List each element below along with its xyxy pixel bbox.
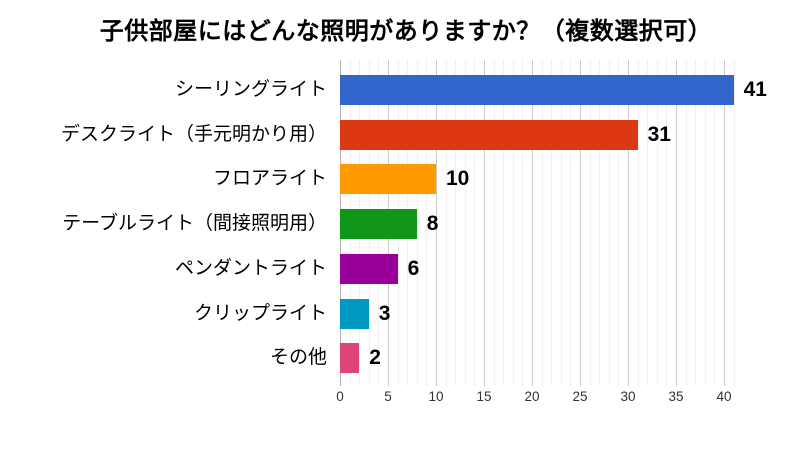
value-label: 2 — [369, 346, 381, 370]
gridline-minor — [560, 60, 562, 386]
gridline-major — [628, 60, 629, 386]
value-label: 10 — [446, 167, 470, 191]
x-axis-tick-label: 5 — [384, 389, 392, 404]
gridline-major — [436, 60, 437, 386]
gridline-minor — [695, 60, 697, 386]
gridline-major — [580, 60, 581, 386]
gridline-minor — [455, 60, 457, 386]
x-axis-tick-label: 15 — [476, 389, 492, 404]
x-axis-tick-label: 20 — [524, 389, 540, 404]
gridline-minor — [656, 60, 658, 386]
bar — [340, 164, 436, 195]
category-label: デスクライト（手元明かり用） — [60, 123, 327, 145]
gridline-minor — [589, 60, 591, 386]
category-label: その他 — [269, 347, 327, 369]
bar — [340, 75, 734, 105]
gridline-minor — [445, 60, 447, 386]
gridline-minor — [426, 60, 428, 386]
category-label: フロアライト — [212, 168, 327, 190]
x-axis-tick-label: 25 — [572, 389, 588, 404]
bar — [340, 253, 398, 284]
value-label: 41 — [743, 78, 767, 101]
gridline-minor — [474, 60, 476, 386]
gridline-minor — [551, 60, 553, 386]
gridline-minor — [493, 60, 495, 386]
gridline-minor — [570, 60, 572, 386]
x-axis-tick-label: 10 — [428, 389, 444, 404]
gridline-minor — [704, 60, 706, 386]
gridline-minor — [618, 60, 620, 386]
gridline-minor — [666, 60, 668, 386]
gridline-minor — [608, 60, 610, 386]
value-label: 6 — [407, 256, 420, 280]
gridline-minor — [647, 60, 649, 386]
value-label: 31 — [647, 122, 671, 146]
gridline-minor — [714, 60, 716, 386]
x-axis-tick-label: 0 — [336, 389, 344, 404]
category-label: テーブルライト（間接照明用） — [62, 213, 327, 235]
bar — [340, 343, 360, 374]
gridline-minor — [464, 60, 466, 386]
gridline-minor — [522, 60, 524, 386]
value-label: 3 — [378, 301, 391, 325]
gridline-minor — [503, 60, 505, 386]
bar — [340, 209, 417, 240]
category-label: クリップライト — [193, 302, 327, 324]
x-axis-tick-label: 30 — [620, 389, 636, 404]
category-label: ペンダントライト — [174, 257, 327, 279]
gridline-major — [676, 60, 677, 386]
gridline-major — [532, 60, 533, 386]
gridline-minor — [733, 60, 735, 386]
gridline-minor — [599, 60, 601, 386]
x-axis-tick-label: 40 — [716, 389, 732, 404]
bar — [340, 298, 369, 329]
x-axis-tick-label: 35 — [668, 389, 684, 404]
value-label: 8 — [426, 212, 439, 236]
bar — [340, 119, 638, 150]
chart-title: 子供部屋にはどんな照明がありますか？（複数選択可） — [99, 18, 713, 45]
gridline-major — [724, 60, 725, 386]
gridline-minor — [541, 60, 543, 386]
gridline-minor — [416, 60, 418, 386]
gridline-minor — [637, 60, 639, 386]
category-label: シーリングライト — [174, 79, 327, 100]
gridline-minor — [685, 60, 687, 386]
gridline-major — [484, 60, 485, 386]
gridline-minor — [512, 60, 514, 386]
